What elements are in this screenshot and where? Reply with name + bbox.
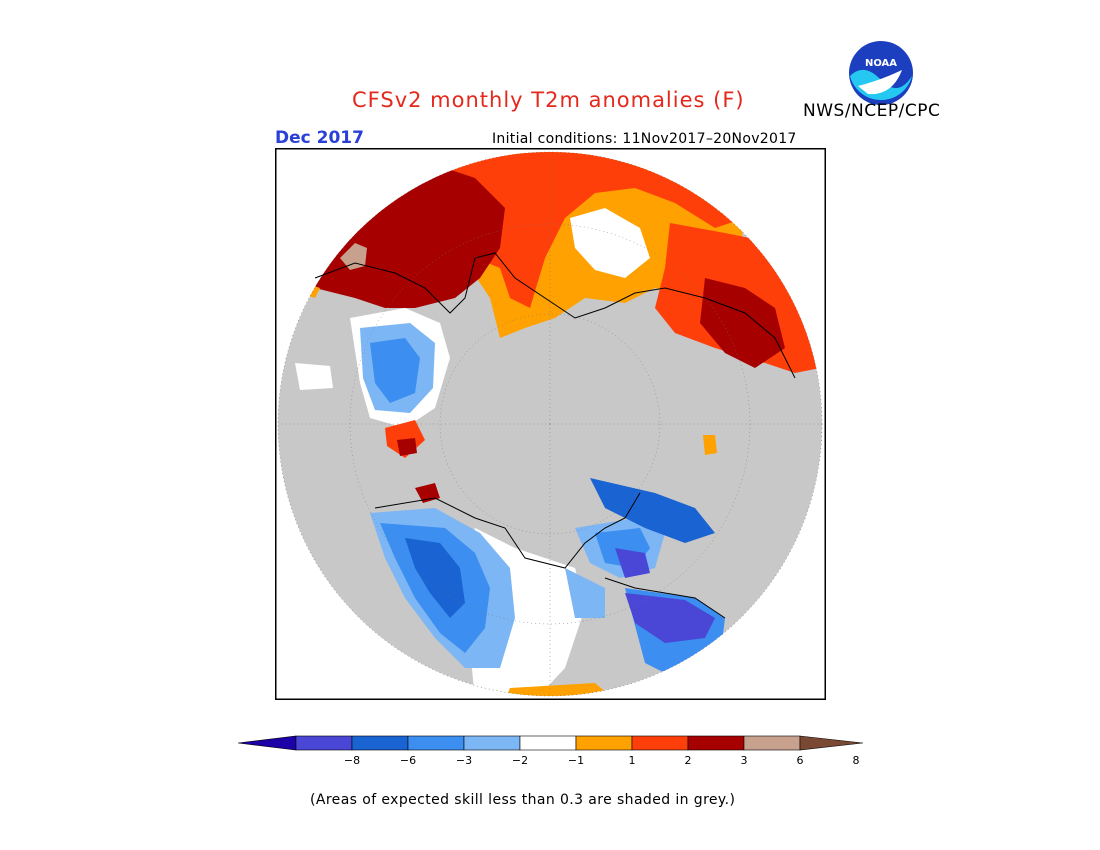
legend-tick-label: 3 xyxy=(741,754,748,767)
color-scale-legend: −8 −6 −3 −2 −1 1 2 3 6 8 xyxy=(238,735,863,767)
anomaly-region-darkred-arabia xyxy=(397,438,417,456)
anomaly-region-darkblue-na xyxy=(405,538,465,618)
anomaly-region-white-atlantic xyxy=(295,363,333,390)
legend-swatch xyxy=(407,735,465,751)
legend-tick-label: −2 xyxy=(512,754,528,767)
anomaly-region-red-north xyxy=(425,152,745,308)
anomaly-region-orange-north-pacific xyxy=(703,435,717,455)
skill-footnote: (Areas of expected skill less than 0.3 a… xyxy=(310,792,736,808)
coastline-north-america xyxy=(374,492,641,569)
legend-swatch xyxy=(743,735,801,751)
anomaly-region-white-central xyxy=(570,208,650,278)
legend-tick-label: 1 xyxy=(629,754,636,767)
polar-anomaly-map xyxy=(275,148,826,700)
legend-swatch xyxy=(631,735,689,751)
legend-tick-label: 8 xyxy=(853,754,860,767)
legend-swatch xyxy=(519,735,577,751)
logo-text: NOAA xyxy=(865,58,897,69)
legend-swatch xyxy=(463,735,521,751)
map-frame xyxy=(275,148,826,700)
coastline-eurasia xyxy=(314,252,796,379)
anomaly-region-tan xyxy=(340,243,367,270)
map-title: CFSv2 monthly T2m anomalies (F) xyxy=(352,88,745,112)
anomaly-region-lightblue-greenland-west xyxy=(565,568,605,618)
legend-swatch xyxy=(575,735,633,751)
anomaly-region-blue-scandinavia xyxy=(590,478,715,543)
agency-label: NWS/NCEP/CPC xyxy=(803,101,941,121)
legend-tick-label: 2 xyxy=(685,754,692,767)
legend-arrow-high xyxy=(799,735,863,751)
legend-arrow-low xyxy=(238,735,297,751)
legend-swatch xyxy=(687,735,745,751)
noaa-logo: NOAA xyxy=(849,41,913,105)
legend-tick-label: 6 xyxy=(797,754,804,767)
latitude-circle-inner xyxy=(439,313,661,535)
anomaly-region-darkred-east xyxy=(700,278,785,368)
coastline-greenland xyxy=(604,577,726,619)
meridians xyxy=(278,152,822,696)
legend-tick-label: −6 xyxy=(400,754,416,767)
legend-tick-label: −1 xyxy=(568,754,584,767)
legend-swatch xyxy=(351,735,409,751)
initial-conditions: Initial conditions: 11Nov2017–20Nov2017 xyxy=(492,131,797,147)
anomaly-region-purple-greenland xyxy=(615,548,650,578)
legend-swatch xyxy=(295,735,353,751)
legend-tick-label: −3 xyxy=(456,754,472,767)
legend-tick-label: −8 xyxy=(344,754,360,767)
anomaly-region-blue-africa xyxy=(370,338,420,403)
map-outer-latitude-circle xyxy=(277,151,823,697)
anomaly-region-darkred-europe xyxy=(305,168,505,308)
anomaly-region-purple-atlantic xyxy=(625,593,715,643)
forecast-month: Dec 2017 xyxy=(275,128,364,148)
